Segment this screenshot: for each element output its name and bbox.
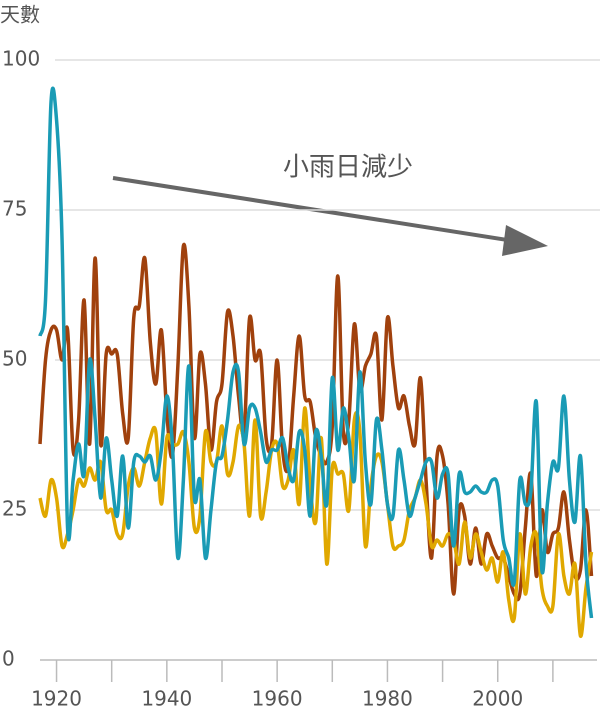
x-tick-label: 1980 <box>362 687 413 711</box>
plot: 0 25 50 75 100 1920 1940 1960 1980 2000 <box>2 47 600 711</box>
y-axis-label: 天數 <box>0 3 40 27</box>
series-line <box>38 406 594 638</box>
y-tick-label: 75 <box>2 197 27 221</box>
x-tick-label: 2000 <box>472 687 523 711</box>
annotation: 小雨日減少 <box>283 153 413 183</box>
x-tick-label: 1960 <box>252 687 303 711</box>
y-tick-label: 0 <box>2 647 15 671</box>
y-tick-label: 50 <box>2 347 27 371</box>
x-tick-label: 1940 <box>141 687 192 711</box>
annotation-arrowhead <box>502 225 548 256</box>
x-tick-label: 1920 <box>31 687 82 711</box>
series-line <box>38 242 594 602</box>
series-line <box>38 86 594 619</box>
y-tick-label: 100 <box>2 47 40 71</box>
y-tick-label: 25 <box>2 497 27 521</box>
